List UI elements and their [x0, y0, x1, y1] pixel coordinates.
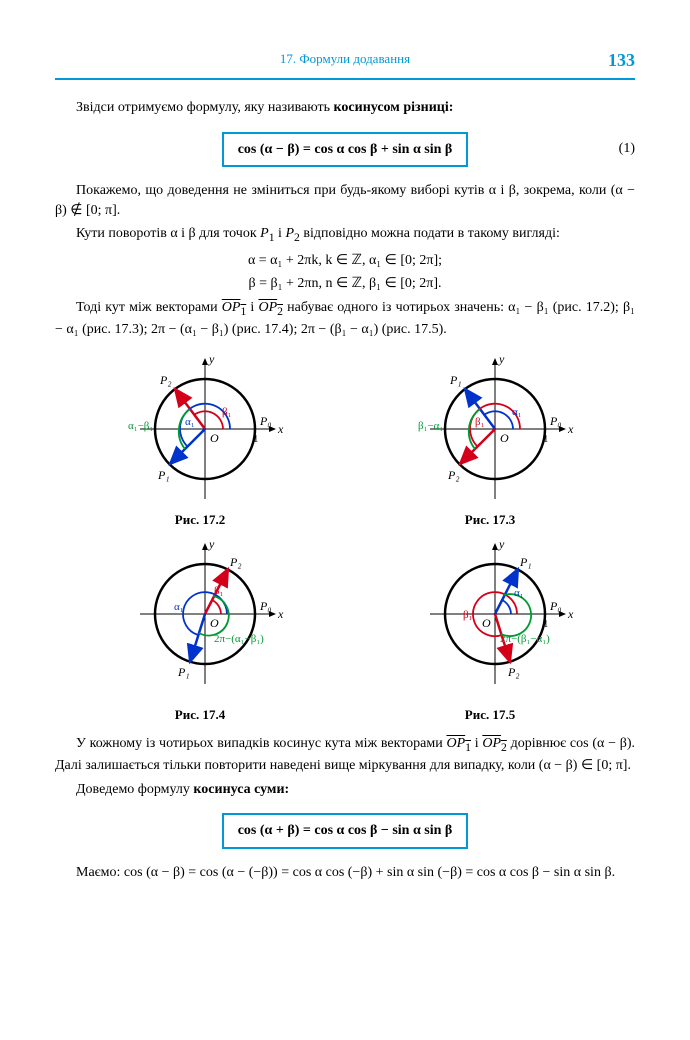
svg-text:O: O — [500, 431, 509, 445]
diagram-17-2: x y O 1 P₀ P₂ P₁ β₁ α₁ α₁−β₁ — [110, 349, 290, 509]
page-header: 17. Формули додавання 133 — [55, 50, 635, 80]
eq-beta: β = β₁ + 2πn, n ∈ ℤ, β₁ ∈ [0; 2π]. — [55, 274, 635, 294]
caption-17-2: Рис. 17.2 — [70, 511, 330, 529]
svg-text:1: 1 — [253, 433, 259, 445]
svg-text:β₁: β₁ — [475, 416, 485, 428]
para-1: Звідси отримуємо формулу, яку називають … — [55, 98, 635, 118]
formula-2-row: cos (α + β) = cos α cos β − sin α sin β — [55, 807, 635, 855]
caption-17-3: Рис. 17.3 — [360, 511, 620, 529]
formula-cos-sum: cos (α + β) = cos α cos β − sin α sin β — [222, 813, 469, 849]
svg-text:P₂: P₂ — [229, 555, 242, 569]
svg-text:O: O — [482, 616, 491, 630]
page-number: 133 — [608, 48, 635, 73]
para-2: Покажемо, що доведення не зміниться при … — [55, 181, 635, 220]
svg-text:y: y — [208, 537, 215, 551]
svg-text:P₂: P₂ — [507, 665, 520, 679]
svg-text:y: y — [498, 537, 505, 551]
formula-1-row: cos (α − β) = cos α cos β + sin α sin β … — [55, 126, 635, 174]
page: 17. Формули додавання 133 Звідси отримує… — [0, 0, 690, 1040]
diagram-17-5: x y O 1 P₀ P₁ P₂ α₁ β₁ 2π−(β₁−α₁) — [400, 534, 580, 704]
para-6: Доведемо формулу косинуса суми: — [55, 780, 635, 800]
svg-text:O: O — [210, 616, 219, 630]
para-3: Кути поворотів α і β для точок P1 і P2 в… — [55, 224, 635, 246]
svg-text:1: 1 — [543, 618, 549, 630]
formula-cos-diff: cos (α − β) = cos α cos β + sin α sin β — [222, 132, 469, 168]
svg-text:β₁: β₁ — [222, 406, 232, 418]
svg-text:P₂: P₂ — [447, 468, 460, 482]
svg-text:P₁: P₁ — [449, 373, 462, 387]
svg-text:P₁: P₁ — [177, 665, 190, 679]
svg-text:y: y — [498, 352, 505, 366]
figure-17-4: x y O P₀ P₂ P₁ β₁ α₁ 2π−(α₁−β₁) Рис. 17.… — [70, 534, 330, 724]
figure-17-3: x y O 1 P₀ P₁ P₂ α₁ β₁ β₁−α₁ Рис. 17.3 — [360, 349, 620, 529]
svg-text:P₀: P₀ — [259, 414, 272, 428]
svg-text:β₁: β₁ — [463, 609, 473, 621]
svg-text:α₁: α₁ — [512, 406, 522, 418]
para-7: Маємо: cos (α − β) = cos (α − (−β)) = co… — [55, 863, 635, 883]
svg-text:P₂: P₂ — [159, 373, 172, 387]
svg-text:x: x — [567, 607, 574, 621]
svg-text:O: O — [210, 431, 219, 445]
caption-17-5: Рис. 17.5 — [360, 706, 620, 724]
para-4: Тоді кут між векторами OP1 і OP2 набуває… — [55, 298, 635, 340]
figure-17-5: x y O 1 P₀ P₁ P₂ α₁ β₁ 2π−(β₁−α₁) Рис. 1… — [360, 534, 620, 724]
svg-text:α₁: α₁ — [174, 601, 184, 613]
svg-text:2π−(α₁−β₁): 2π−(α₁−β₁) — [214, 633, 264, 645]
svg-text:P₁: P₁ — [519, 555, 532, 569]
svg-text:x: x — [277, 422, 284, 436]
svg-text:α₁: α₁ — [185, 416, 195, 428]
svg-text:P₀: P₀ — [259, 599, 272, 613]
svg-text:α₁: α₁ — [514, 587, 524, 599]
figure-17-2: x y O 1 P₀ P₂ P₁ β₁ α₁ α₁−β₁ Рис. 17.2 — [70, 349, 330, 529]
diagram-17-3: x y O 1 P₀ P₁ P₂ α₁ β₁ β₁−α₁ — [400, 349, 580, 509]
svg-text:β₁: β₁ — [214, 585, 224, 597]
svg-text:2π−(β₁−α₁): 2π−(β₁−α₁) — [500, 633, 550, 645]
svg-text:x: x — [567, 422, 574, 436]
para-5: У кожному із чотирьох випадків косинус к… — [55, 734, 635, 776]
svg-text:x: x — [277, 607, 284, 621]
svg-text:1: 1 — [543, 433, 549, 445]
figure-grid: x y O 1 P₀ P₂ P₁ β₁ α₁ α₁−β₁ Рис. 17.2 — [55, 349, 635, 727]
svg-text:P₀: P₀ — [549, 599, 562, 613]
formula-1-number: (1) — [619, 140, 635, 160]
svg-text:P₁: P₁ — [157, 468, 170, 482]
diagram-17-4: x y O P₀ P₂ P₁ β₁ α₁ 2π−(α₁−β₁) — [110, 534, 290, 704]
svg-text:β₁−α₁: β₁−α₁ — [418, 420, 443, 432]
svg-text:P₀: P₀ — [549, 414, 562, 428]
svg-text:α₁−β₁: α₁−β₁ — [128, 420, 153, 432]
caption-17-4: Рис. 17.4 — [70, 706, 330, 724]
eq-alpha: α = α₁ + 2πk, k ∈ ℤ, α₁ ∈ [0; 2π]; — [55, 251, 635, 271]
svg-text:y: y — [208, 352, 215, 366]
section-title: 17. Формули додавання — [280, 50, 410, 68]
